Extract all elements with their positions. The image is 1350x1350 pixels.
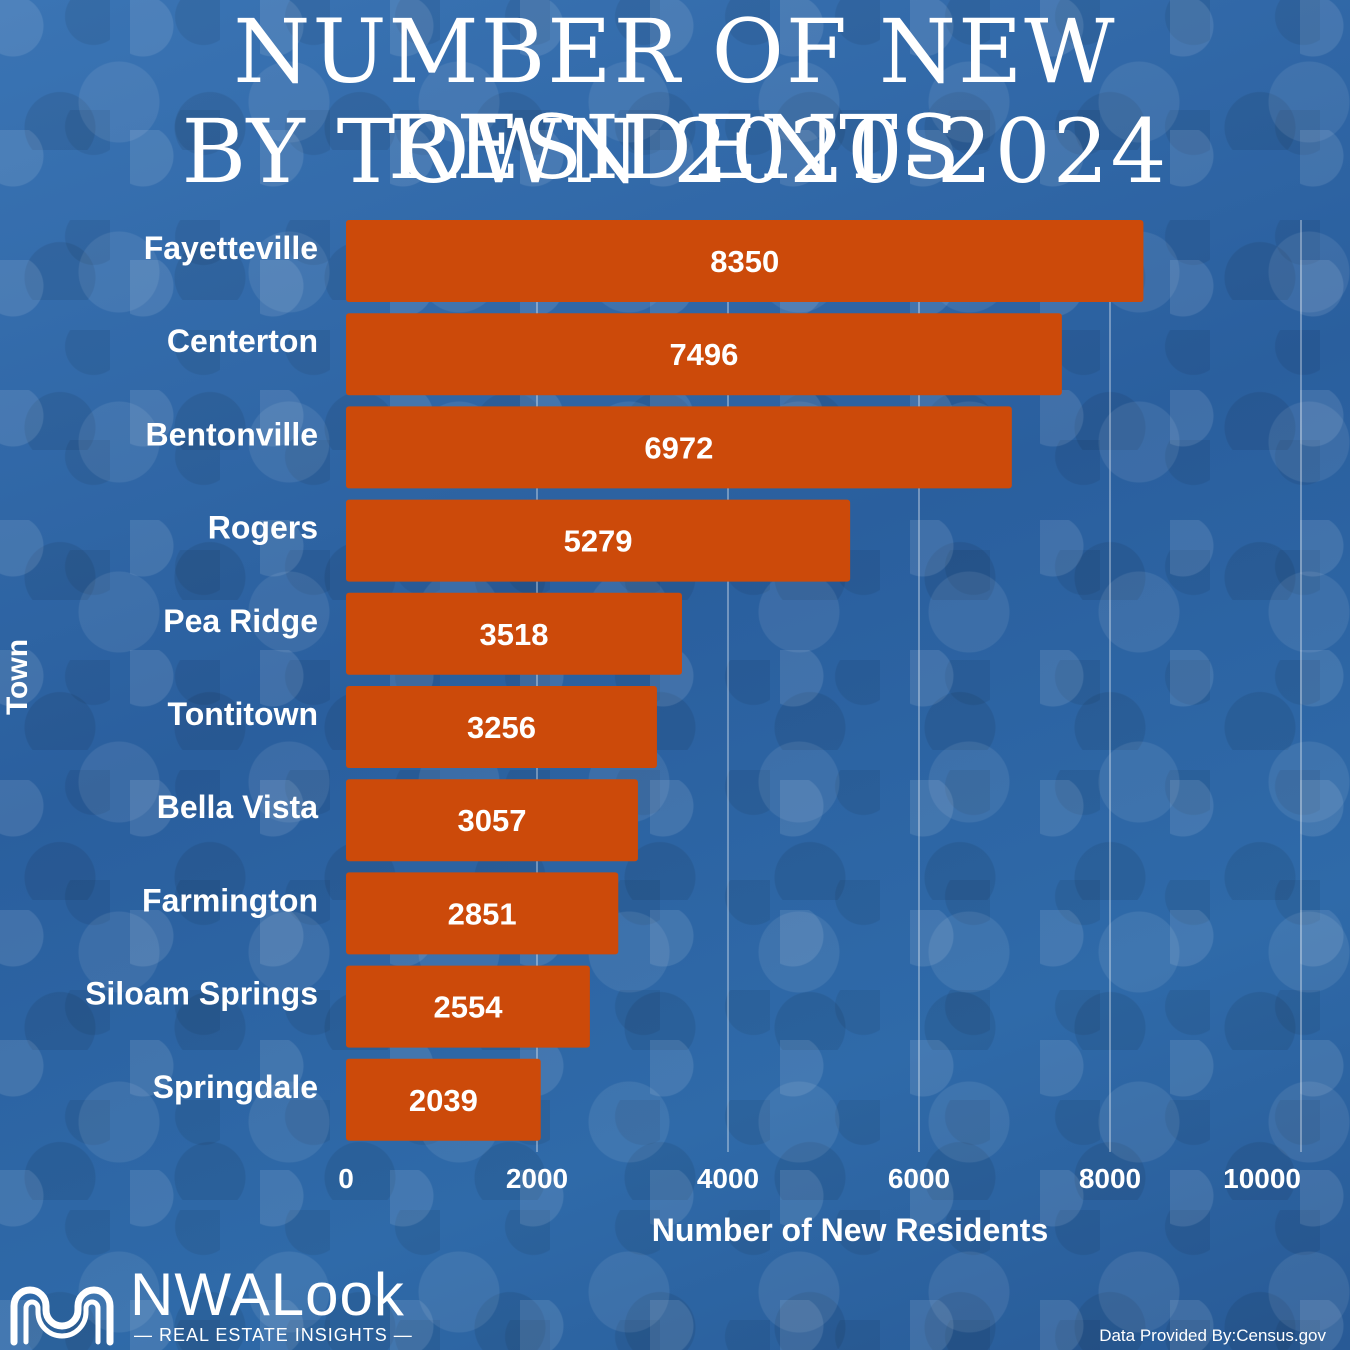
logo: NWALook — REAL ESTATE INSIGHTS — bbox=[8, 1262, 448, 1350]
category-label: Pea Ridge bbox=[163, 603, 318, 639]
data-label: 2039 bbox=[409, 1083, 478, 1118]
data-label: 7496 bbox=[669, 337, 738, 372]
bar bbox=[346, 1058, 541, 1141]
category-label: Fayetteville bbox=[144, 230, 318, 266]
y-axis-label: Town bbox=[1, 638, 34, 716]
x-tick-label: 0 bbox=[338, 1163, 354, 1194]
category-label: Siloam Springs bbox=[85, 976, 318, 1012]
x-tick-labels: 0 2000 4000 6000 8000 10000 bbox=[338, 1163, 1301, 1194]
chart-title-line2: BY TOWN 2020-2024 bbox=[181, 100, 1169, 203]
chart-title-line1: NUMBER OF NEW RESIDENTS bbox=[233, 0, 1117, 199]
logo-subtitle: — REAL ESTATE INSIGHTS — bbox=[134, 1325, 413, 1345]
data-label: 3518 bbox=[480, 617, 549, 652]
data-label: 3057 bbox=[457, 803, 526, 838]
category-label: Bella Vista bbox=[157, 789, 318, 825]
category-label: Springdale bbox=[153, 1069, 318, 1105]
category-label: Farmington bbox=[142, 882, 318, 918]
bar bbox=[346, 779, 638, 862]
bar bbox=[346, 499, 851, 582]
data-source-credit: Data Provided By:Census.gov bbox=[1099, 1326, 1326, 1345]
nwalook-logo-mark-icon bbox=[10, 1286, 114, 1346]
logo-text: NWALook bbox=[130, 1261, 405, 1328]
x-tick-label: 10000 bbox=[1223, 1163, 1301, 1194]
x-tick-label: 8000 bbox=[1079, 1163, 1141, 1194]
bar bbox=[346, 872, 619, 955]
bar bbox=[346, 220, 1144, 302]
bar bbox=[346, 965, 590, 1048]
category-label: Tontitown bbox=[168, 696, 318, 732]
x-tick-label: 2000 bbox=[506, 1163, 568, 1194]
bars: 8350 7496 6972 5279 3518 3256 3057 2851 2554 2039 bbox=[346, 220, 1144, 1141]
bar bbox=[346, 406, 1012, 489]
data-label: 3256 bbox=[467, 710, 536, 745]
category-labels: Fayetteville Centerton Bentonville Rogers Pe… bbox=[85, 230, 318, 1105]
data-label: 5279 bbox=[564, 524, 633, 559]
x-tick-label: 6000 bbox=[888, 1163, 950, 1194]
bar bbox=[346, 592, 682, 675]
category-label: Rogers bbox=[208, 510, 318, 546]
data-label: 2554 bbox=[433, 990, 503, 1025]
x-tick-label: 4000 bbox=[697, 1163, 759, 1194]
bar bbox=[346, 686, 657, 768]
x-axis-label: Number of New Residents bbox=[651, 1212, 1049, 1248]
category-label: Bentonville bbox=[146, 416, 318, 452]
data-label: 2851 bbox=[448, 896, 517, 931]
category-label: Centerton bbox=[167, 323, 318, 359]
data-label: 6972 bbox=[644, 430, 713, 465]
data-label: 8350 bbox=[710, 244, 779, 279]
bar bbox=[346, 313, 1062, 396]
